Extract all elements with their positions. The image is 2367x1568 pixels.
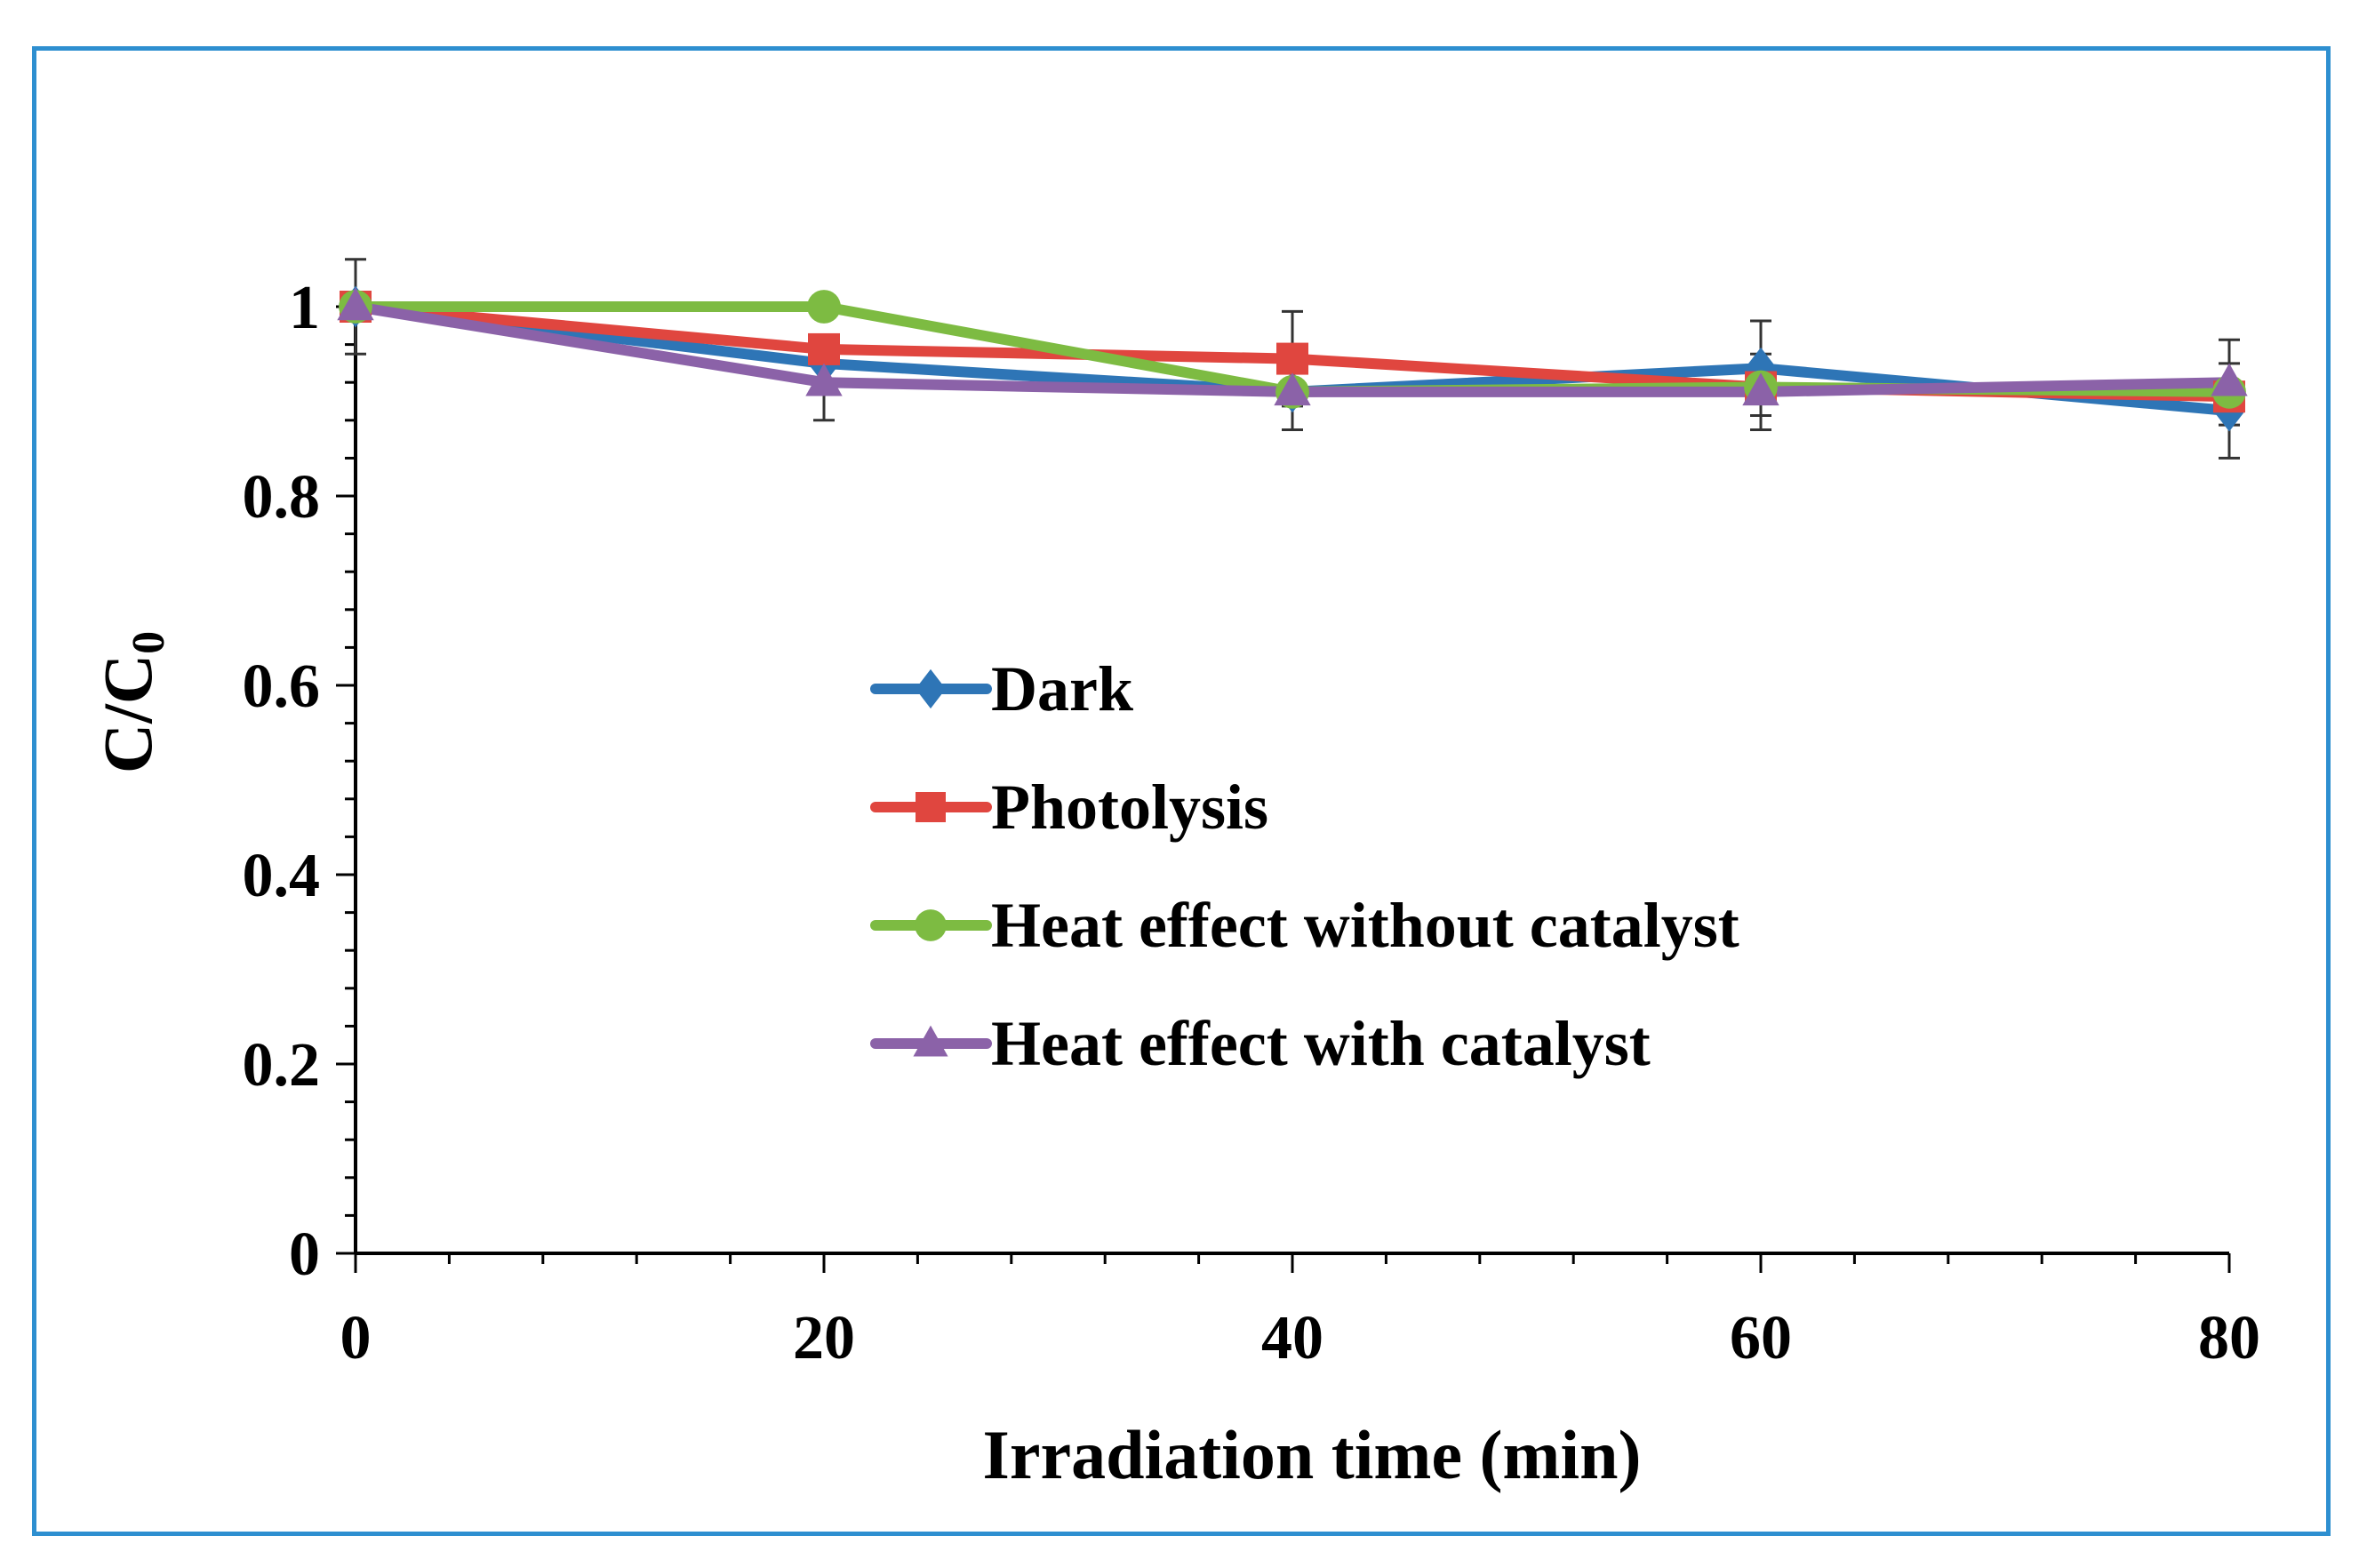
x-tick-label: 60 [1730,1304,1792,1372]
y-tick-label: 0.6 [243,652,321,721]
data-point-heat-effect-with-catalyst [1274,372,1311,406]
x-axis-title: Irradiation time (min) [983,1416,1642,1493]
legend-label: Heat effect with catalyst [991,1008,1651,1079]
data-point-heat-effect-without-catalyst [807,290,841,324]
data-point-photolysis [1276,342,1308,375]
legend-label: Dark [991,653,1133,724]
legend-marker [913,1025,948,1057]
y-tick-label: 0 [289,1220,320,1289]
legend-marker [916,668,946,709]
y-tick-label: 0.4 [243,842,321,910]
x-tick-label: 80 [2198,1304,2260,1372]
legend-marker [915,909,947,941]
legend-marker [916,792,946,822]
x-tick-label: 20 [793,1304,855,1372]
series-markers-group [337,285,2248,432]
legend: Dark Photolysis Heat effect without cataly… [870,653,1739,1079]
figure-frame [32,46,2331,1536]
legend-label: Heat effect without catalyst [991,890,1739,961]
data-point-heat-effect-with-catalyst [2211,363,2248,396]
legend-label: Photolysis [991,772,1268,843]
data-point-photolysis [808,332,840,365]
y-tick-label: 1 [289,274,320,342]
x-tick-label: 40 [1261,1304,1323,1372]
y-tick-label: 0.8 [243,463,321,532]
y-axis-title: C/C0 [89,631,174,773]
y-axis-title-sub: 0 [124,631,174,654]
x-tick-label: 0 [340,1304,372,1372]
y-tick-label: 0.2 [243,1031,321,1100]
data-point-heat-effect-with-catalyst [805,363,843,396]
data-point-heat-effect-with-catalyst [337,287,374,321]
axes-group: 0 0.2 0.4 0.6 0.8 1 0 20 40 60 80 [243,274,2261,1372]
y-axis-title-main: C/C [89,654,166,773]
data-point-heat-effect-with-catalyst [1742,372,1779,406]
